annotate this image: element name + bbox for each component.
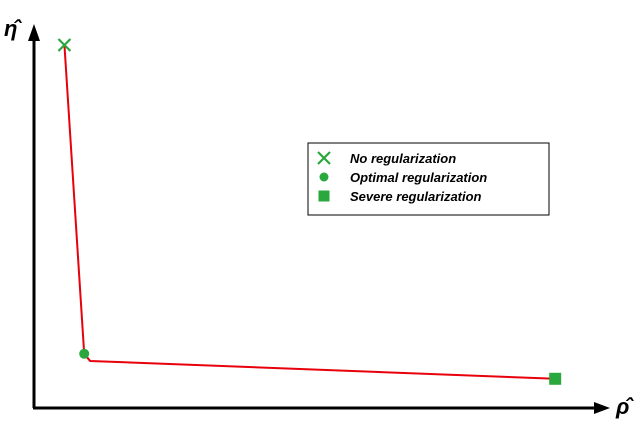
legend-symbol-optimal-regularization [319, 172, 329, 182]
marker-no-regularization-stroke-b [57, 38, 72, 52]
x-axis-label: ρ̂ [615, 394, 634, 419]
y-axis-arrowhead [28, 24, 40, 41]
legend-symbol-no-regularization-stroke-b [317, 151, 331, 165]
legend-symbol-severe-regularization [318, 190, 330, 202]
plot-area [57, 38, 562, 385]
legend-label-optimal-regularization: Optimal regularization [350, 170, 487, 185]
legend-box [307, 142, 550, 216]
marker-optimal-regularization [79, 348, 90, 359]
x-axis-arrowhead [594, 402, 610, 414]
legend-symbol-optimal-regularization-dot [319, 172, 329, 182]
marker-optimal-regularization-dot [79, 348, 90, 359]
legend-symbol-severe-regularization-square [318, 190, 330, 202]
legend-label-severe-regularization: Severe regularization [350, 189, 482, 204]
legend-label-no-regularization: No regularization [350, 151, 456, 166]
legend: No regularization Optimal regularization S… [307, 142, 550, 216]
legend-symbol-no-regularization [317, 151, 331, 165]
axes: η̂ ρ̂ [4, 16, 634, 419]
y-axis-label: η̂ [4, 16, 22, 41]
marker-severe-regularization-square [549, 372, 562, 385]
marker-no-regularization [57, 38, 72, 52]
marker-severe-regularization [549, 372, 562, 385]
